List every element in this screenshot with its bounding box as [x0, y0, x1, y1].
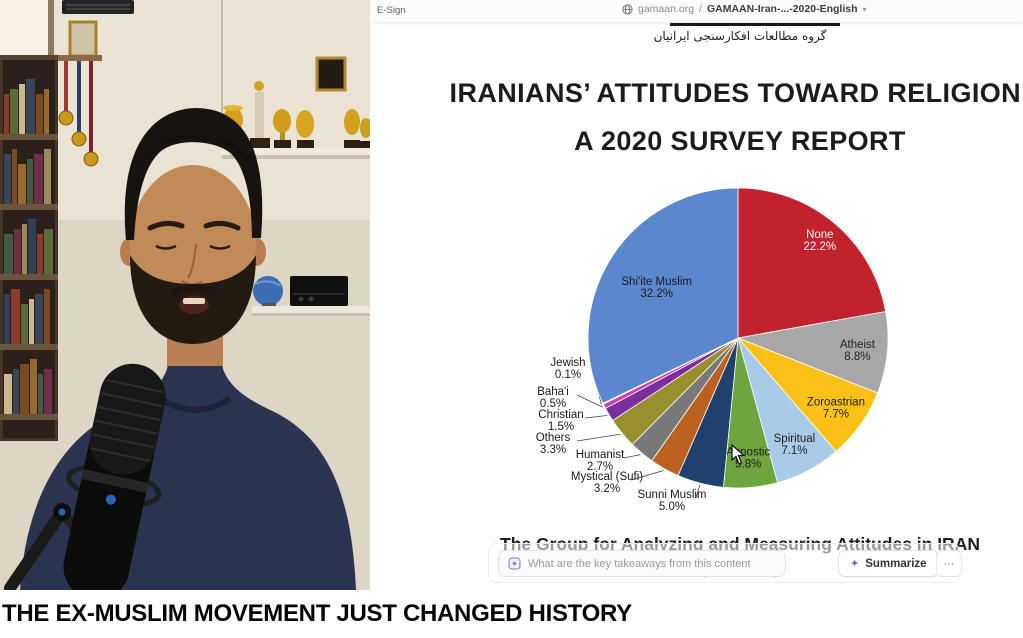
pie-label: Spiritual 7.1% [774, 433, 816, 457]
pie-chart: None 22.2% Atheist 8.8% Zoroastrian 7.7% Spiri… [536, 187, 889, 513]
source-label: gamaan.org [638, 3, 695, 15]
pie-label: Mystical (Sufi) 3.2% [571, 471, 643, 495]
pie-label: Shi'ite Muslim 32.2% [621, 276, 692, 300]
pie-slice-none [737, 187, 887, 339]
video-title: THE EX-MUSLIM MOVEMENT JUST CHANGED HIST… [2, 600, 632, 627]
video-title-bar: THE EX-MUSLIM MOVEMENT JUST CHANGED HIST… [0, 590, 1023, 638]
document-page: گروه مطالعات افکارسنجی ایرانیان IRANIANS… [370, 22, 1023, 590]
mouse-cursor [731, 444, 746, 465]
wall-frame [68, 20, 98, 58]
pie-label-leader [695, 485, 701, 499]
eyebrow [147, 220, 185, 231]
pie-slice-atheist [736, 311, 889, 394]
report-title-line1: IRANIANS’ ATTITUDES TOWARD RELIGION: [449, 78, 1023, 108]
more-options-button[interactable]: ··· [936, 550, 962, 577]
nose [187, 243, 197, 279]
webcam-scene [0, 0, 370, 590]
chevron-down-icon: ▾ [862, 4, 867, 14]
pie-label: Jewish 0.1% [550, 357, 585, 381]
medals [58, 55, 102, 167]
summarize-button[interactable]: ✦ Summarize [838, 550, 939, 577]
persian-header: گروه مطالعات افکارسنجی ایرانیان [653, 29, 827, 43]
pie-label: Humanist 2.7% [576, 449, 625, 473]
audio-equipment [290, 276, 348, 306]
sparkle-icon: ✦ [850, 558, 860, 570]
bookshelf [0, 55, 58, 441]
pie-label: Sunni Muslim 5.0% [637, 489, 706, 513]
eye [155, 244, 177, 250]
globe-icon [622, 3, 633, 15]
document-viewer: E-Sign gamaan.org / GAMAAN-Iran-...-2020… [370, 0, 1023, 590]
pie-label: None 22.2% [804, 229, 837, 253]
pie-label: Baha'i 0.5% [537, 386, 569, 410]
pie-label: Zoroastrian 7.7% [807, 396, 865, 420]
assistant-prompt[interactable]: What are the key takeaways from this con… [498, 550, 786, 577]
esign-label: E-Sign [377, 5, 406, 16]
side-shelf [252, 276, 370, 316]
pie-slice-shi-ite-muslim [587, 187, 739, 404]
eye [209, 244, 231, 250]
webcam-panel [0, 0, 370, 590]
pie-label-leader [584, 415, 608, 419]
assistant-prompt-text: What are the key takeaways from this con… [528, 557, 751, 570]
eyebrow [203, 220, 241, 231]
pie-label: Christian 1.5% [538, 409, 583, 433]
report-title-line2: A 2020 SURVEY REPORT [574, 126, 906, 156]
pie-label-leader [576, 394, 603, 408]
viewer-toolbar: E-Sign gamaan.org / GAMAAN-Iran-...-2020… [370, 0, 1023, 22]
breadcrumb-separator: / [699, 3, 702, 15]
assistant-icon [508, 557, 521, 570]
pie-label: Others 3.3% [536, 432, 571, 456]
pie-label-leader [576, 433, 621, 442]
pie-label: Atheist 8.8% [840, 339, 876, 363]
document-breadcrumb[interactable]: gamaan.org / GAMAAN-Iran-...-2020-Englis… [622, 3, 867, 15]
microphone [63, 363, 166, 590]
pie-label-leader [623, 454, 641, 459]
pie-label-leader [630, 470, 664, 481]
summarize-label: Summarize [865, 557, 927, 570]
doc-name: GAMAAN-Iran-...-2020-English [706, 3, 858, 15]
cropped-header-fragment [670, 23, 840, 26]
hair [124, 108, 263, 240]
ac-vent-icon [62, 0, 134, 14]
